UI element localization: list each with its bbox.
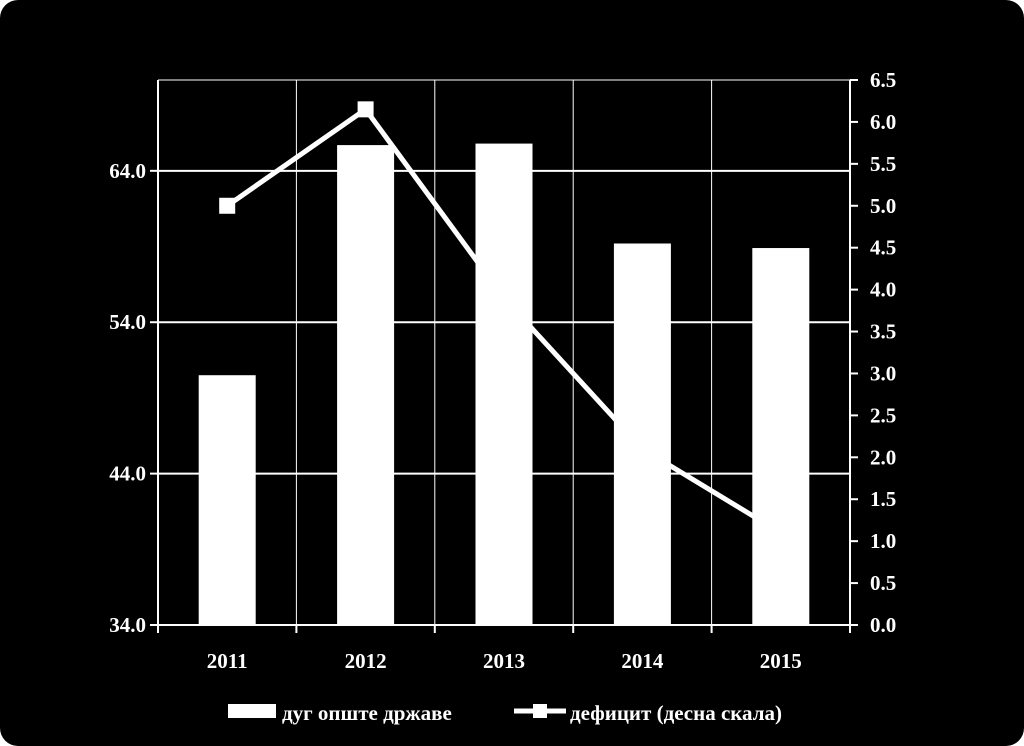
bar-2013	[475, 143, 533, 626]
right-tick-label: 2.5	[870, 403, 896, 427]
x-tick-label: 2012	[345, 649, 387, 673]
bar-2015	[752, 248, 810, 625]
right-tick-label: 1.5	[870, 487, 896, 511]
left-tick-label: 44.0	[109, 462, 146, 486]
legend-line-label: дефицит (десна скала)	[570, 701, 782, 725]
right-tick-label: 2.0	[870, 445, 896, 469]
legend: дуг опште државе дефицит (десна скала)	[228, 701, 782, 725]
legend-bar-swatch	[228, 704, 276, 718]
right-tick-label: 5.5	[870, 152, 896, 176]
right-tick-label: 4.5	[870, 236, 896, 260]
x-tick-label: 2014	[621, 649, 664, 673]
deficit-line	[225, 106, 783, 535]
x-tick-label: 2013	[483, 649, 525, 673]
right-tick-label: 3.5	[870, 320, 896, 344]
bar-2014	[613, 243, 671, 625]
deficit-marker-2012	[357, 101, 374, 118]
bars-layer	[198, 143, 810, 626]
left-tick-label: 64.0	[109, 159, 146, 183]
left-tick-label: 34.0	[109, 613, 146, 637]
right-tick-label: 5.0	[870, 194, 896, 218]
legend-line-marker	[533, 704, 547, 718]
right-tick-label: 6.0	[870, 110, 896, 134]
right-tick-label: 6.5	[870, 68, 896, 92]
x-tick-label: 2015	[760, 649, 802, 673]
right-tick-label: 0.0	[870, 613, 896, 637]
bar-2011	[198, 375, 256, 625]
left-tick-label: 54.0	[109, 310, 146, 334]
bar-2012	[337, 145, 395, 625]
right-tick-label: 1.0	[870, 529, 896, 553]
legend-bar-label: дуг опште државе	[282, 701, 452, 725]
right-tick-label: 4.0	[870, 278, 896, 302]
line-layer	[219, 101, 783, 535]
deficit-marker-2011	[219, 197, 236, 214]
right-tick-label: 0.5	[870, 571, 896, 595]
x-tick-label: 2011	[207, 649, 248, 673]
axes-layer: 34.0 44.0 54.0 64.0 0.0 0.5 1.0 1.5 2.0 2.5 3.0 3.5…	[109, 68, 896, 673]
right-tick-label: 3.0	[870, 361, 896, 385]
